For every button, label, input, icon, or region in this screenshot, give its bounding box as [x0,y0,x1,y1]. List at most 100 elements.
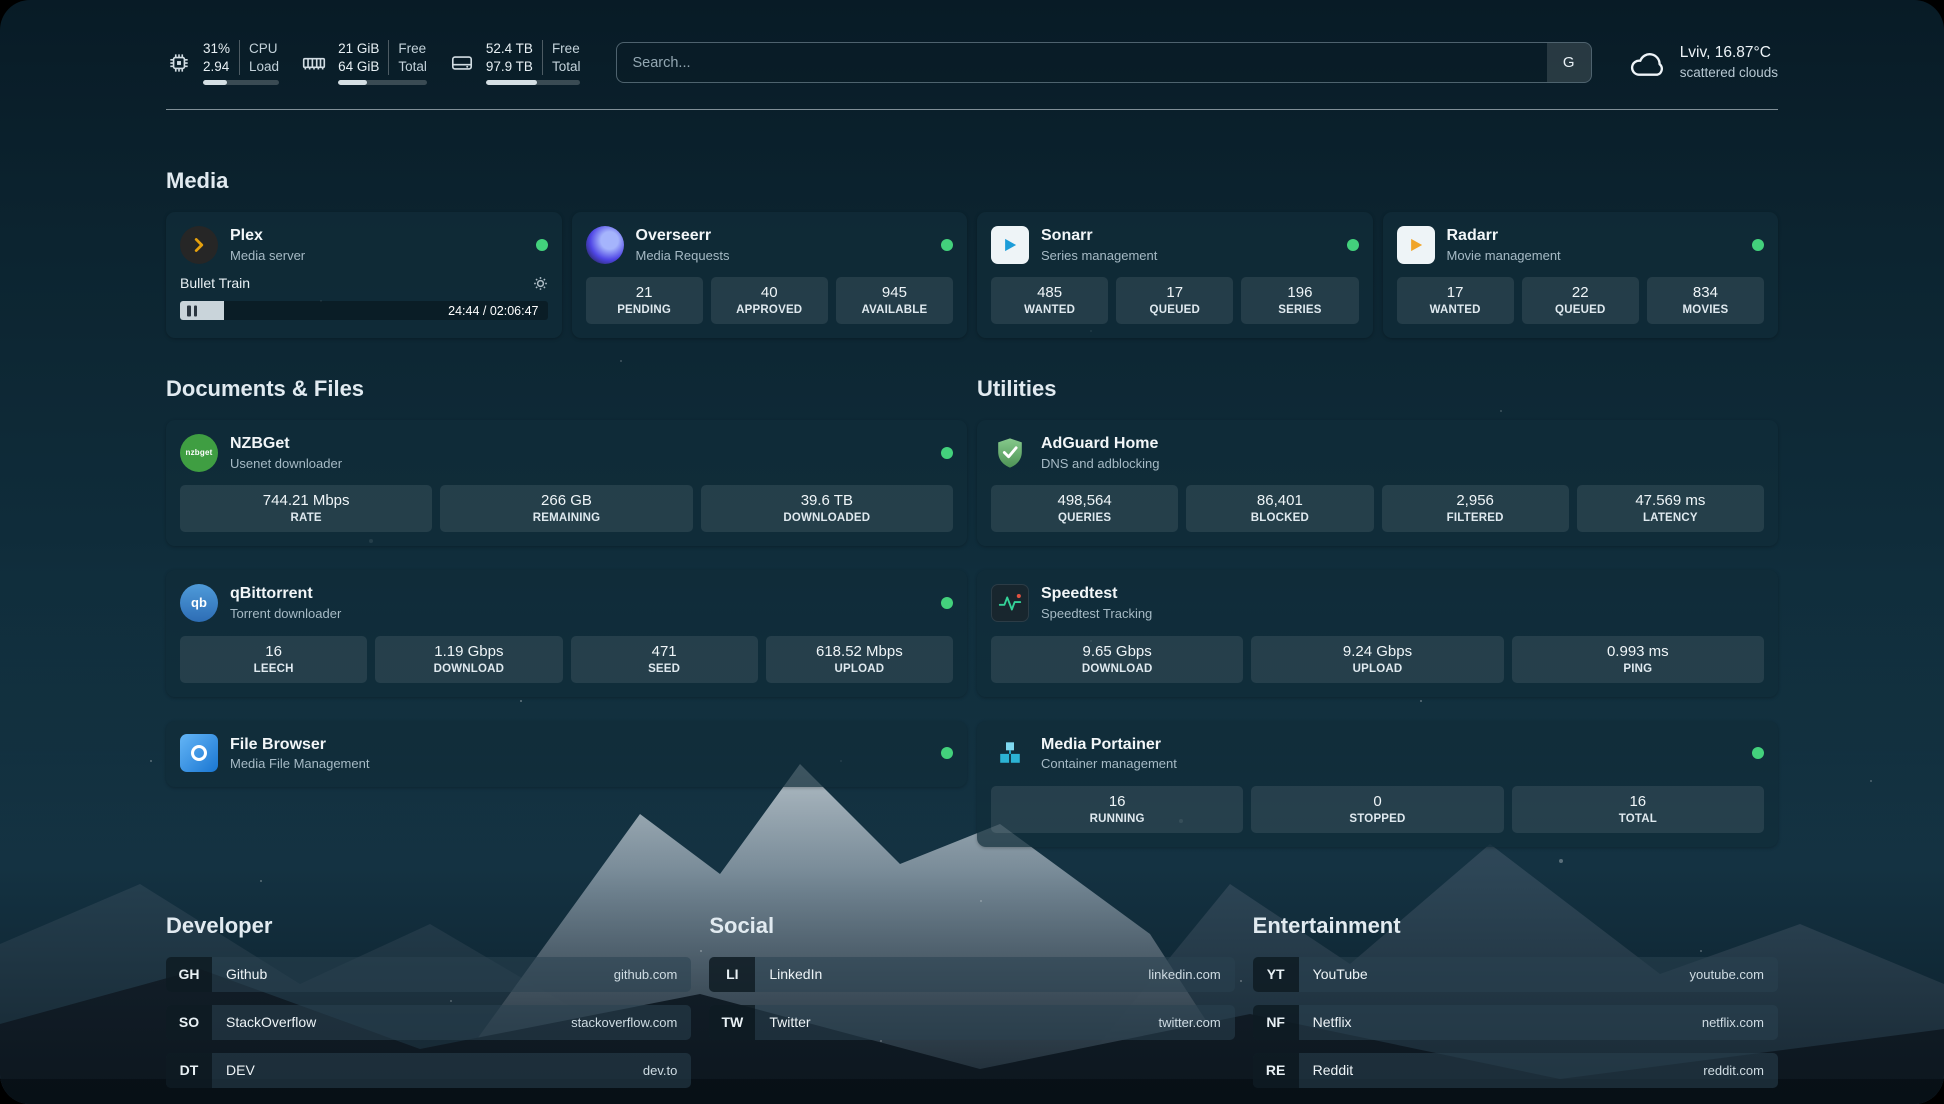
stat-box: 2,956 FILTERED [1381,485,1569,533]
bookmark-group-title: Social [709,912,775,938]
stat-box: 16 RUNNING [991,785,1244,833]
service-subtitle: Media File Management [230,756,370,772]
memory-progress-fill [338,80,368,86]
service-card-adguard[interactable]: AdGuard Home DNS and adblocking 498,564 … [977,420,1778,547]
stat-box: 485 WANTED [991,277,1109,325]
bookmark-abbr: GH [166,956,212,992]
service-name: Speedtest [1041,585,1118,603]
documents-column: Documents & Files nzbget NZBGet Usenet d… [166,376,967,787]
stat-box: 17 QUEUED [1116,277,1234,325]
cpu-load-value: 2.94 [203,58,230,74]
playback-progress-bar[interactable]: 24:44 / 02:06:47 [180,301,548,321]
radarr-icon [1396,225,1435,264]
now-playing-title: Bullet Train [180,275,251,292]
service-name: Overseerr [635,227,712,245]
bookmark-abbr: NF [1252,1004,1299,1040]
cpu-usage-value: 31% [203,41,231,56]
bookmark-twitter[interactable]: TW Twitter twitter.com [709,1004,1235,1040]
bookmark-youtube[interactable]: YT YouTube youtube.com [1252,956,1778,992]
overseerr-icon [585,225,624,264]
bookmark-reddit[interactable]: RE Reddit reddit.com [1252,1052,1778,1088]
stat-box: 0 STOPPED [1251,785,1504,833]
service-card-portainer[interactable]: Media Portainer Container management 16 … [977,720,1778,847]
search-bar: G [616,42,1592,84]
stat-box: 9.65 Gbps DOWNLOAD [991,635,1244,683]
service-card-sonarr[interactable]: Sonarr Series management 485 WANTED 17 Q… [977,212,1373,339]
disk-free-label: Free [551,41,580,56]
bookmark-group-title: Entertainment [1252,912,1401,938]
utilities-column: Utilities [977,376,1778,847]
disk-total-label: Total [551,58,581,74]
weather-condition: scattered clouds [1679,64,1778,80]
stat-box: 1.19 Gbps DOWNLOAD [375,635,563,683]
bookmark-netflix[interactable]: NF Netflix netflix.com [1252,1004,1778,1040]
portainer-icon [991,734,1029,772]
service-name: AdGuard Home [1041,435,1159,453]
cpu-usage-label: CPU [249,41,278,56]
service-card-nzbget[interactable]: nzbget NZBGet Usenet downloader 744.21 M… [166,420,967,547]
bookmark-abbr: SO [166,1004,212,1040]
bookmark-abbr: YT [1252,956,1299,992]
stat-box: 618.52 Mbps UPLOAD [765,635,953,683]
disk-free-value: 52.4 TB [485,41,533,56]
stat-box: 196 SERIES [1241,277,1359,325]
bookmark-abbr: DT [166,1052,212,1088]
qbittorrent-icon: qb [180,583,218,622]
bookmark-url: twitter.com [1158,1014,1221,1030]
search-provider-button[interactable]: G [1546,43,1591,83]
bookmark-name: Netflix [1312,1014,1352,1031]
service-card-plex[interactable]: Plex Media server Bullet Train [166,212,562,339]
top-bar: 31% 2.94 CPU Load [166,40,1778,86]
bookmark-name: LinkedIn [769,966,823,983]
stat-box: 266 GB REMAINING [440,485,693,533]
service-name: Sonarr [1041,227,1093,245]
bookmark-linkedin[interactable]: LI LinkedIn linkedin.com [709,956,1235,992]
media-grid: Plex Media server Bullet Train [166,212,1778,339]
service-name: qBittorrent [230,585,313,603]
stat-box: 86,401 BLOCKED [1186,485,1374,533]
status-dot [535,238,548,251]
service-subtitle: Usenet downloader [230,455,343,471]
memory-widget: 21 GiB 64 GiB Free Total [301,40,427,86]
plex-icon [180,225,218,264]
bookmark-github[interactable]: GH Github github.com [166,956,692,992]
service-name: Plex [230,227,263,245]
gear-icon[interactable] [533,276,548,291]
memory-total-label: Total [398,58,427,74]
stat-box: 22 QUEUED [1521,277,1639,325]
bookmark-stackoverflow[interactable]: SO StackOverflow stackoverflow.com [166,1004,692,1040]
filebrowser-icon [180,734,218,773]
service-card-overseerr[interactable]: Overseerr Media Requests 21 PENDING 40 A… [571,212,967,339]
status-dot [1752,238,1764,251]
service-card-qbittorrent[interactable]: qb qBittorrent Torrent downloader 16 LEE… [166,570,967,697]
bookmark-abbr: RE [1252,1052,1299,1088]
stat-box: 21 PENDING [585,277,703,325]
bookmark-url: reddit.com [1703,1062,1764,1078]
bookmark-abbr: LI [709,956,756,992]
bookmark-dev[interactable]: DT DEV dev.to [166,1052,692,1088]
stat-box: 498,564 QUERIES [991,485,1179,533]
service-card-radarr[interactable]: Radarr Movie management 17 WANTED 22 QUE… [1382,212,1778,339]
nzbget-icon: nzbget [180,433,218,472]
service-subtitle: Speedtest Tracking [1041,605,1153,621]
stat-box: 17 WANTED [1396,277,1514,325]
service-card-filebrowser[interactable]: File Browser Media File Management [166,720,967,787]
status-dot [941,747,953,760]
service-subtitle: Torrent downloader [230,605,342,621]
memory-total-value: 64 GiB [338,58,380,74]
stat-box: 9.24 Gbps UPLOAD [1251,635,1504,683]
service-card-speedtest[interactable]: Speedtest Speedtest Tracking 9.65 Gbps D… [977,570,1778,697]
bookmark-name: Reddit [1312,1062,1354,1079]
weather-widget: Lviv, 16.87°C scattered clouds [1626,43,1778,82]
search-input[interactable] [617,43,1547,83]
bookmark-group-developer: Developer GH Github github.com SO StackO… [166,913,692,1101]
cpu-progress-track [203,80,280,86]
memory-free-label: Free [398,41,427,56]
bookmark-group-entertainment: Entertainment YT YouTube youtube.com NF … [1252,912,1778,1101]
pause-icon[interactable] [187,305,197,317]
status-dot [941,238,953,251]
adguard-shield-icon [991,434,1029,472]
bookmark-name: YouTube [1312,966,1368,983]
disk-progress-track [485,80,581,86]
